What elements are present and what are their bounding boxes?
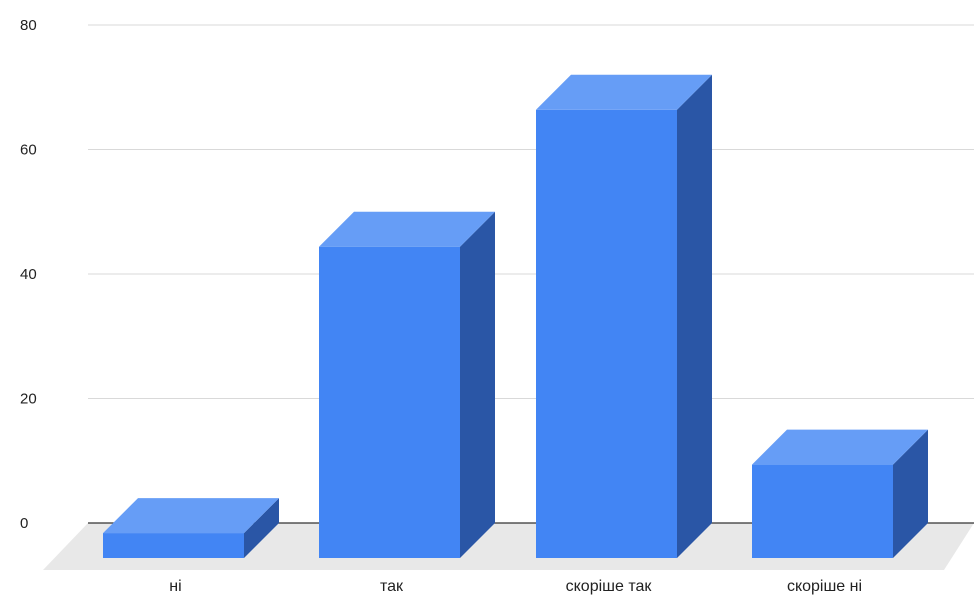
y-tick-label: 40 — [20, 266, 37, 283]
bar — [752, 429, 928, 558]
x-category-label: скоріше так — [566, 578, 653, 595]
y-tick-label: 20 — [20, 391, 37, 408]
x-category-label: так — [380, 578, 404, 595]
bar — [319, 211, 495, 558]
x-category-label: ні — [169, 578, 181, 595]
bar-top — [752, 429, 928, 465]
bar-side — [460, 211, 495, 558]
bar-top — [103, 498, 279, 534]
chart-floor — [43, 523, 974, 570]
bar — [103, 498, 279, 558]
y-tick-label: 0 — [20, 515, 28, 532]
y-tick-label: 60 — [20, 142, 37, 159]
bar-side — [893, 429, 928, 558]
bar-front — [103, 533, 244, 558]
bar-side — [677, 74, 712, 559]
bar-top — [319, 211, 495, 247]
bar — [536, 74, 712, 559]
bar-front — [536, 109, 677, 559]
x-category-label: скоріше ні — [787, 578, 862, 595]
bar-front — [319, 246, 460, 558]
bar-side — [244, 498, 279, 558]
bar-top — [536, 74, 712, 110]
y-tick-label: 80 — [20, 17, 37, 34]
bar-front — [752, 464, 893, 558]
